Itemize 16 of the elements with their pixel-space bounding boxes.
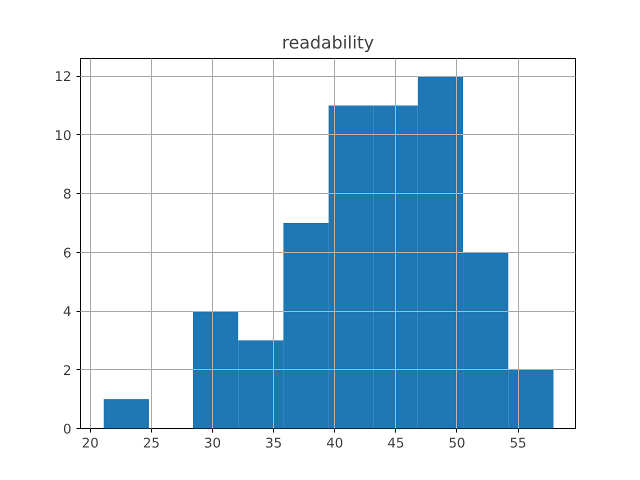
y-tick-label: 10	[54, 128, 72, 144]
chart-title: readability	[282, 34, 374, 54]
y-tick-label: 8	[63, 188, 72, 203]
x-tick-label: 20	[82, 436, 99, 452]
y-tick-label: 6	[63, 246, 72, 262]
x-tick-label: 25	[142, 436, 160, 452]
x-tick-label: 40	[326, 436, 344, 452]
y-tick-label: 12	[54, 70, 72, 86]
x-tick-label: 50	[448, 436, 466, 452]
x-tick-label: 45	[387, 436, 404, 452]
y-tick-label: 0	[63, 422, 72, 438]
x-tick-label: 30	[204, 436, 221, 452]
x-tick-label: 55	[510, 436, 527, 452]
x-tick-label: 35	[265, 436, 282, 452]
y-tick-label: 2	[63, 364, 72, 379]
y-tick-label: 4	[63, 305, 72, 320]
